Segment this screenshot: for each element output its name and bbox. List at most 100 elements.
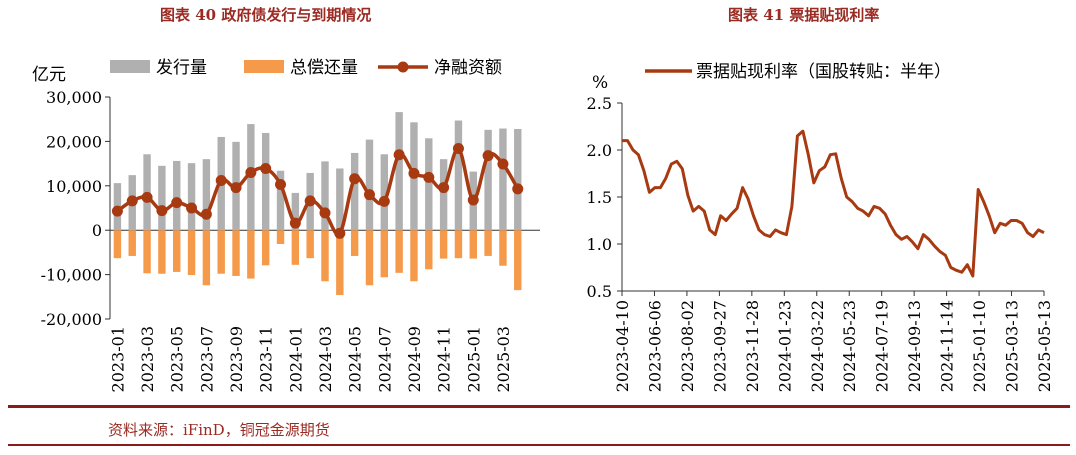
legend-marker-net — [397, 61, 409, 73]
net-financing-point — [349, 173, 361, 185]
net-financing-point — [171, 197, 183, 209]
issuance-bar — [158, 165, 166, 231]
x-tick-label: 2023-01 — [108, 326, 127, 392]
net-financing-point — [141, 191, 153, 203]
legend-swatch-issuance — [110, 60, 150, 73]
issuance-bar — [454, 120, 463, 231]
repayment-bar — [113, 230, 122, 259]
rate-x-tick-label: 2023-04-10 — [613, 300, 632, 392]
legend-label-issuance: 发行量 — [156, 58, 207, 78]
repayment-bar — [247, 230, 255, 279]
rate-x-tick-label: 2024-01-23 — [775, 300, 794, 392]
net-financing-point — [452, 143, 464, 155]
net-financing-point — [260, 162, 272, 174]
repayment-bar — [217, 230, 225, 274]
repayment-bar — [232, 230, 240, 276]
x-tick-label: 2023-09 — [227, 326, 246, 392]
repayment-bar — [439, 230, 448, 259]
repayment-bar — [143, 230, 151, 274]
repayment-bar — [484, 230, 492, 256]
issuance-bar — [321, 161, 329, 231]
government-bond-chart: -20,000 -10,000 0 10,000 20,000 30,000 亿元 2023-… — [32, 58, 540, 392]
repayment-bar — [350, 230, 359, 256]
repayment-bar — [425, 230, 433, 270]
net-financing-point — [378, 195, 390, 207]
y-tick-label: 0 — [92, 221, 102, 240]
rate-x-tick-label: 2024-07-19 — [873, 300, 892, 392]
net-financing-point — [304, 195, 316, 207]
rate-y-tick-label: 1.5 — [587, 188, 612, 207]
net-financing-point — [512, 183, 524, 195]
repayment-bar — [395, 230, 403, 273]
rate-x-tick-label: 2025-03-13 — [1003, 300, 1022, 392]
repayment-bar — [380, 230, 389, 278]
repayment-bar — [499, 230, 507, 266]
x-tick-label: 2024-01 — [286, 326, 305, 392]
repayment-bar — [336, 230, 344, 296]
x-tick-label: 2023-05 — [168, 326, 187, 392]
net-financing-point — [363, 189, 375, 201]
net-financing-point — [482, 150, 494, 162]
discount-rate-chart: 0.5 1.0 1.5 2.0 2.5% 2023-04-10 2023-06-06 2023… — [587, 62, 1054, 392]
x-tick-label: 2024-09 — [405, 326, 424, 392]
x-tick-label: 2024-03 — [316, 326, 335, 392]
issuance-bar — [291, 192, 300, 231]
rate-x-tick-label: 2023-09-27 — [710, 300, 729, 392]
repayment-bar — [454, 230, 463, 259]
discount-rate-line — [622, 129, 1045, 278]
net-financing-point — [126, 195, 138, 207]
source-note: 资料来源：iFinD，铜冠金源期货 — [108, 421, 330, 439]
net-financing-point — [289, 217, 301, 229]
rate-y-tick-label: 1.0 — [587, 235, 612, 254]
repayment-bar — [187, 230, 196, 276]
issuance-bar — [499, 128, 507, 231]
rate-x-tick-label: 2024-11-14 — [938, 300, 957, 392]
y-tick-label: -10,000 — [41, 266, 102, 285]
rate-legend-label: 票据贴现利率（国股转贴：半年） — [696, 62, 951, 82]
net-financing-point — [111, 205, 123, 217]
x-tick-label: 2025-03 — [494, 326, 513, 392]
x-tick-label: 2023-07 — [197, 326, 216, 392]
net-financing-point — [200, 208, 212, 220]
repayment-bar — [276, 230, 285, 244]
net-financing-point — [423, 171, 435, 183]
rate-y-axis-unit: % — [592, 73, 608, 93]
rate-x-tick-label: 2024-05-23 — [840, 300, 859, 392]
net-financing-point — [467, 194, 479, 206]
issuance-bar — [261, 132, 270, 231]
x-tick-label: 2024-11 — [435, 326, 454, 392]
net-financing-point — [275, 178, 287, 190]
issuance-bar — [187, 163, 196, 231]
footer-separator-top — [8, 405, 1070, 408]
net-financing-line — [116, 146, 520, 237]
net-financing-point — [408, 167, 420, 179]
y-tick-label: 30,000 — [46, 88, 102, 107]
rate-x-tick-label: 2023-11-28 — [743, 300, 762, 392]
issuance-bar — [484, 129, 492, 231]
repayment-bar — [469, 230, 477, 259]
repayment-bar — [321, 230, 329, 282]
y-tick-label: 10,000 — [46, 177, 102, 196]
rate-x-tick-label: 2025-05-13 — [1035, 300, 1054, 392]
chart-title-left: 图表 40 政府债发行与到期情况 — [160, 6, 372, 24]
issuance-bar — [380, 154, 389, 231]
repayment-bar — [261, 230, 270, 266]
x-tick-label: 2023-03 — [138, 326, 157, 392]
x-tick-label: 2024-07 — [375, 326, 394, 392]
x-tick-label: 2023-11 — [257, 326, 276, 392]
repayment-bar — [291, 230, 300, 265]
rate-x-tick-label: 2023-08-02 — [678, 300, 697, 392]
net-financing-point — [438, 182, 450, 194]
legend-label-net: 净融资额 — [434, 58, 502, 78]
issuance-bar — [395, 112, 403, 231]
repayment-bar — [158, 230, 166, 274]
rate-x-tick-label: 2024-09-13 — [905, 300, 924, 392]
issuance-bar — [202, 159, 211, 231]
issuance-bar — [439, 159, 448, 231]
net-financing-point — [393, 149, 405, 161]
y-tick-label: 20,000 — [46, 132, 102, 151]
legend-swatch-repayment — [244, 60, 284, 73]
issuance-bar — [276, 170, 285, 231]
rate-x-tick-label: 2024-03-22 — [808, 300, 827, 392]
issuance-bar — [336, 168, 344, 231]
